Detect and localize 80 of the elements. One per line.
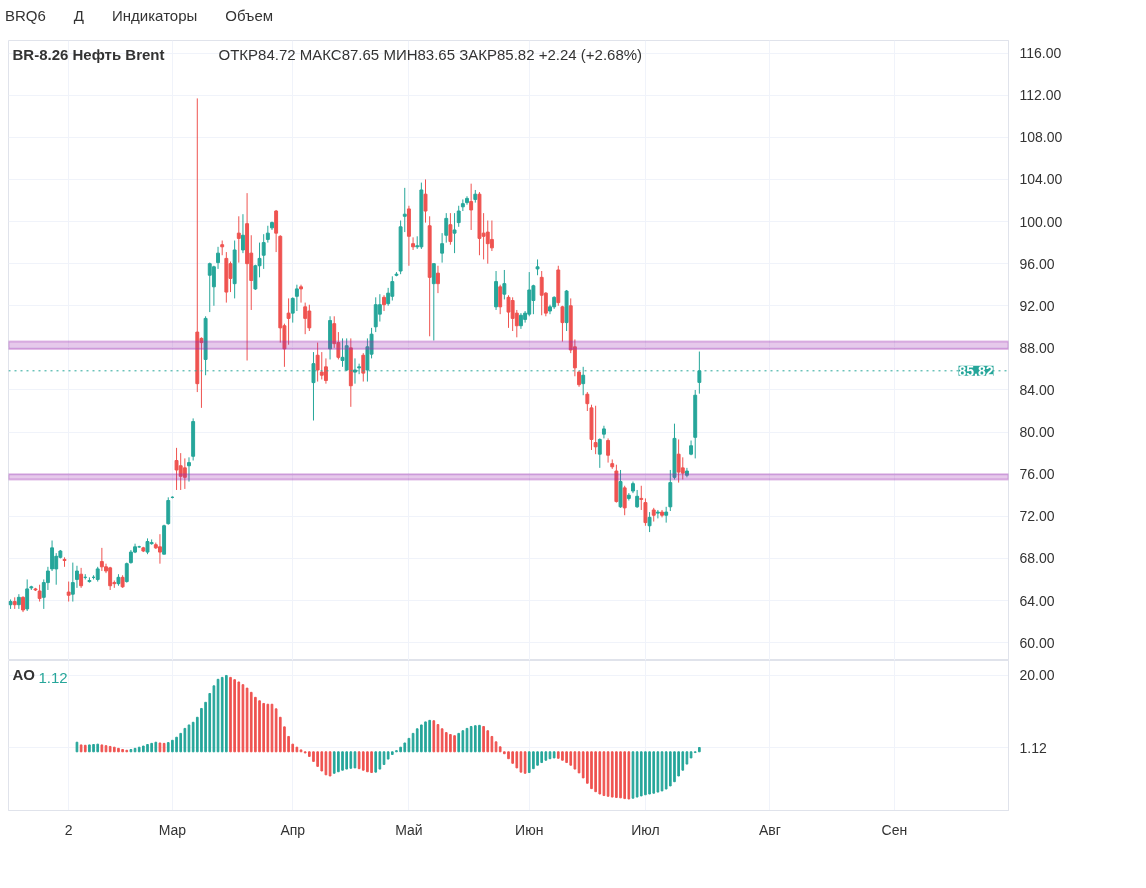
candlestick (597, 437, 602, 469)
candlestick (66, 581, 71, 603)
candlestick (647, 511, 652, 533)
candlestick (319, 351, 324, 380)
y-tick-label: 108.00 (1019, 129, 1063, 146)
ref-line-label: 85.82 (958, 362, 994, 379)
candlestick (340, 337, 345, 368)
candlestick (303, 302, 308, 335)
candlestick (294, 284, 299, 312)
x-tick-label: Мар (158, 821, 187, 838)
x-tick-label: Сен (881, 821, 908, 838)
y-tick-label: 72.00 (1019, 508, 1055, 525)
candlestick (452, 212, 457, 254)
y-tick-label: 96.00 (1019, 255, 1055, 272)
y-tick-label: 92.00 (1019, 297, 1055, 314)
y-tick-label: 20.00 (1019, 667, 1055, 684)
text: Индикаторы (112, 7, 198, 24)
candlestick (178, 452, 183, 491)
x-tick-label: Июл (631, 821, 660, 838)
candlestick (456, 205, 461, 228)
candlestick (489, 220, 494, 252)
candlestick (498, 284, 503, 315)
text: BRQ6 (5, 7, 46, 24)
candlestick (158, 533, 162, 565)
y-tick-label: 60.00 (1019, 634, 1055, 651)
candlestick (187, 456, 191, 483)
candlestick (460, 198, 465, 212)
chart-subtitle: ОТКР84.72 МАКС87.65 МИН83.65 ЗАКР85.82 +2.24 (+2.68%) (218, 45, 643, 63)
y-tick-label: 64.00 (1019, 592, 1055, 609)
candlestick (606, 437, 611, 464)
candlestick (382, 294, 386, 312)
y-tick-label: 76.00 (1019, 466, 1055, 483)
candlestick (377, 293, 382, 323)
x-tick-label: Авг (758, 821, 781, 838)
candlestick (307, 304, 312, 332)
candlestick (373, 296, 378, 333)
chart-title: AO (12, 665, 36, 683)
candlestick (436, 265, 440, 294)
candlestick (485, 220, 490, 265)
candlestick (539, 270, 544, 316)
candlestick (448, 212, 453, 246)
candlestick (676, 438, 681, 484)
candlestick (240, 213, 245, 254)
candlestick (207, 262, 212, 313)
candlestick (655, 509, 660, 519)
y-tick-label: 88.00 (1019, 339, 1055, 356)
y-tick-label: 1.12 (1019, 739, 1047, 756)
text: Объем (225, 7, 274, 24)
candlestick (680, 456, 685, 480)
candlestick (174, 447, 179, 491)
x-tick-label: Май (395, 821, 423, 838)
candlestick (361, 352, 366, 383)
candlestick (70, 562, 75, 603)
candlestick (315, 342, 320, 383)
candlestick (423, 178, 428, 224)
y-tick-label: 104.00 (1019, 171, 1063, 188)
y-tick-label: 84.00 (1019, 381, 1055, 398)
candlestick (506, 294, 511, 329)
y-tick-label: 68.00 (1019, 550, 1055, 567)
candlestick (182, 457, 187, 490)
y-tick-label: 100.00 (1019, 213, 1063, 230)
candlestick (99, 547, 104, 572)
chart-title: BR-8.26 Нефть Brent (12, 45, 165, 63)
candlestick (622, 485, 627, 516)
candlestick (299, 284, 303, 304)
y-tick-label: 116.00 (1019, 45, 1062, 62)
y-tick-label: 112.00 (1019, 87, 1062, 104)
x-tick-label: Апр (280, 821, 306, 838)
candlestick (431, 263, 436, 341)
candlestick (323, 357, 328, 385)
candlestick (236, 215, 241, 264)
candlestick (502, 269, 507, 300)
text: 1.12 (38, 668, 68, 686)
y-tick-label: 80.00 (1019, 424, 1055, 441)
candlestick (286, 297, 291, 346)
candlestick (560, 305, 565, 343)
x-tick-label: Июн (515, 821, 544, 838)
x-tick-label: 2 (64, 821, 73, 838)
text: Д (73, 7, 85, 24)
candlestick (228, 261, 233, 293)
